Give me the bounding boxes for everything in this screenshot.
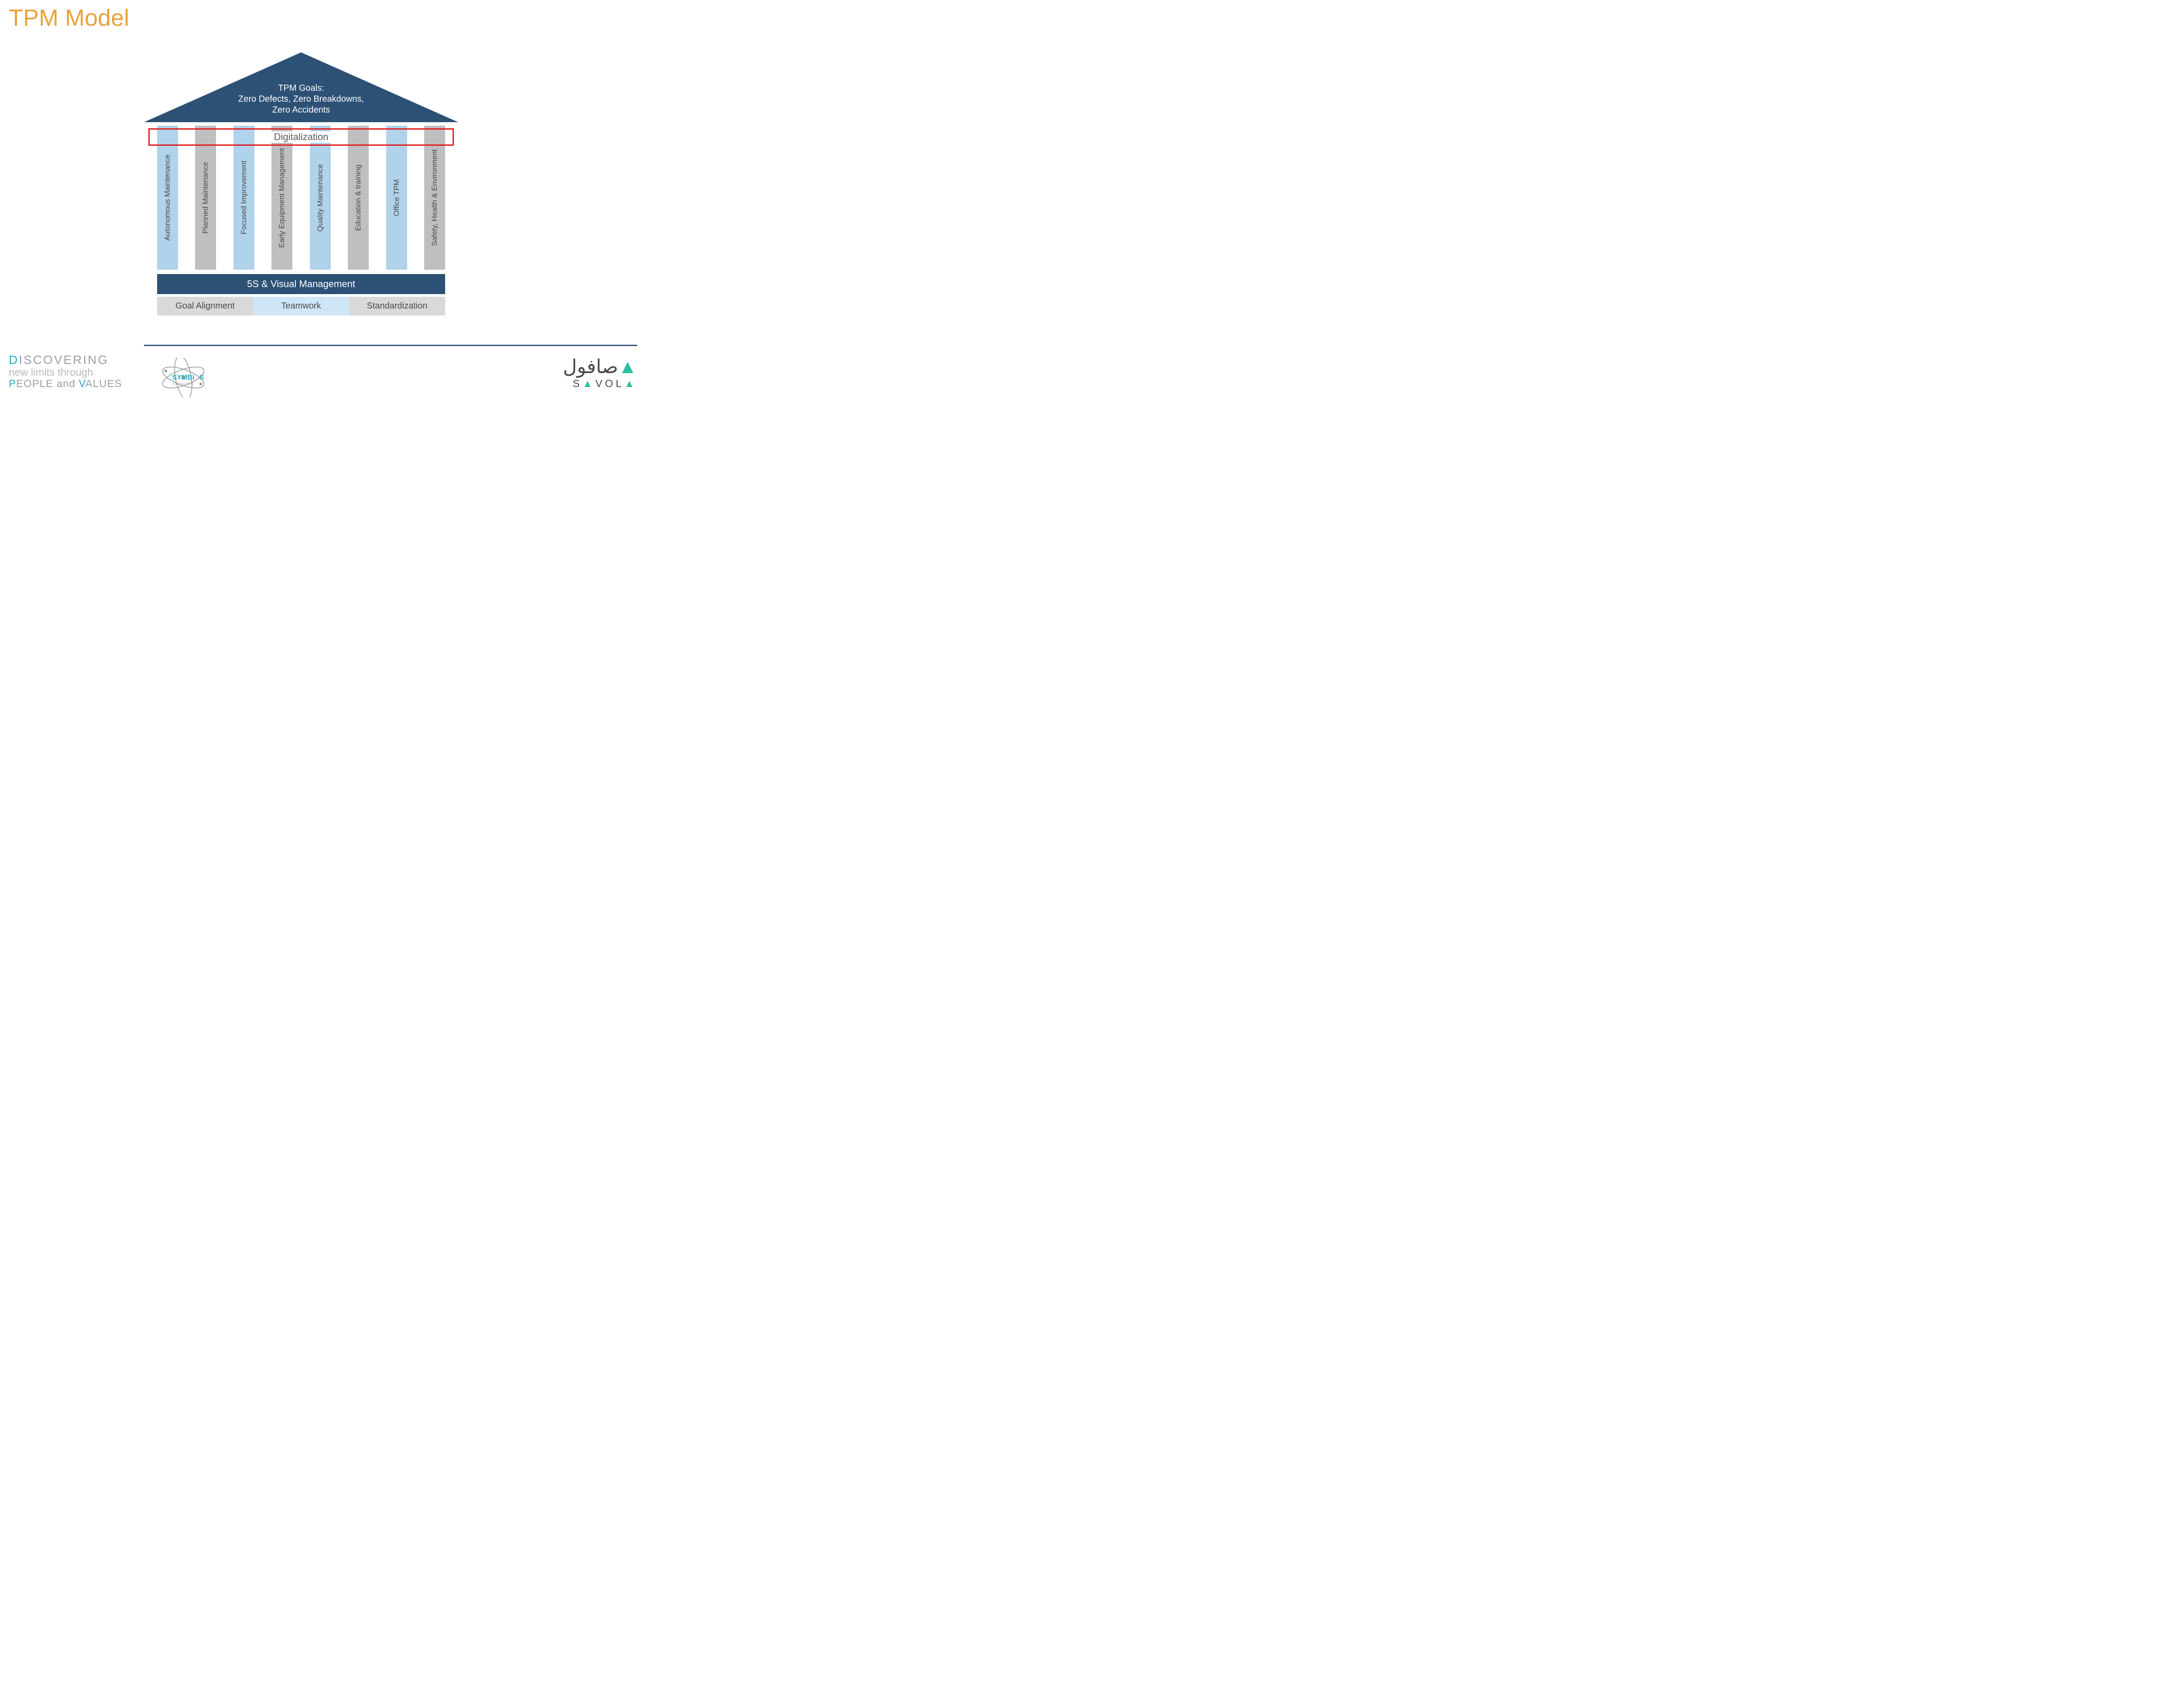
tagline: DISCOVERING new limits through PEOPLE an… [9, 353, 148, 390]
base-foundation-row: Goal AlignmentTeamworkStandardization [157, 297, 445, 316]
tagline-v: V [79, 378, 85, 390]
pillar-5: Education & training [348, 126, 369, 270]
foundation-1: Teamwork [253, 297, 349, 316]
roof-line3: Zero Accidents [144, 105, 458, 116]
tagline-line3: PEOPLE and VALUES [9, 378, 148, 390]
tagline-line2: new limits through [9, 367, 148, 378]
digitalization-highlight: Digitalization [148, 128, 454, 146]
tagline-line1: DISCOVERING [9, 353, 148, 367]
pillar-3: Early Equipment Management [271, 126, 292, 270]
pillar-label-0: Autonomous Maintenance [163, 154, 172, 241]
roof-text: TPM Goals: Zero Defects, Zero Breakdowns… [144, 83, 458, 116]
savola-en-tri2-icon: ▲ [624, 378, 637, 390]
pillar-label-4: Quality Maintenance [316, 164, 325, 232]
savola-ar-tri-icon: ▲ [618, 356, 637, 377]
foundation-2: Standardization [349, 297, 445, 316]
roof: TPM Goals: Zero Defects, Zero Breakdowns… [144, 52, 458, 122]
pillar-label-6: Office TPM [392, 179, 401, 216]
foundation-0: Goal Alignment [157, 297, 253, 316]
pillar-label-5: Education & training [354, 165, 363, 231]
pillar-2: Focused Improvement [233, 126, 254, 270]
pillar-label-7: Safety, Health & Environment [430, 149, 439, 246]
roof-line1: TPM Goals: [144, 83, 458, 94]
tagline-p: P [9, 378, 16, 390]
pillar-1: Planned Maintenance [195, 126, 216, 270]
pillar-label-3: Early Equipment Management [278, 148, 286, 248]
svg-text:CONSULTING: CONSULTING [173, 383, 194, 386]
tagline-rest1: ISCOVERING [19, 353, 109, 367]
pillar-0: Autonomous Maintenance [157, 126, 178, 270]
pillar-label-1: Planned Maintenance [201, 162, 210, 233]
pillar-7: Safety, Health & Environment [424, 126, 445, 270]
tagline-mid1: EOPLE and [16, 378, 75, 390]
pillar-6: Office TPM [386, 126, 407, 270]
base-5s: 5S & Visual Management [157, 274, 445, 294]
tpm-house-diagram: TPM Goals: Zero Defects, Zero Breakdowns… [144, 52, 458, 316]
pillar-label-2: Focused Improvement [240, 161, 248, 234]
roof-line2: Zero Defects, Zero Breakdowns, [144, 94, 458, 105]
svg-text:S: S [199, 374, 204, 381]
pillars-band: Autonomous Maintenance Planned Maintenanc… [157, 126, 445, 270]
footer-divider [144, 345, 637, 346]
savola-logo: صافول▲ S▲VOL▲ [563, 356, 637, 390]
symbios-logo: SYMBI S CONSULTING [153, 358, 214, 397]
savola-en-tri1-icon: ▲ [582, 378, 595, 390]
page-title: TPM Model [9, 4, 129, 31]
tagline-mid2: ALUES [86, 378, 122, 390]
pillar-4: Quality Maintenance [310, 126, 331, 270]
savola-latin: S▲VOL▲ [563, 378, 637, 390]
savola-arabic: صافول▲ [563, 356, 637, 378]
digitalization-label: Digitalization [271, 131, 331, 143]
pillars-row: Autonomous Maintenance Planned Maintenanc… [157, 126, 445, 270]
tagline-d: D [9, 353, 19, 367]
savola-ar-text: صافول [563, 356, 618, 377]
symbios-text: SYMBI [172, 374, 195, 381]
